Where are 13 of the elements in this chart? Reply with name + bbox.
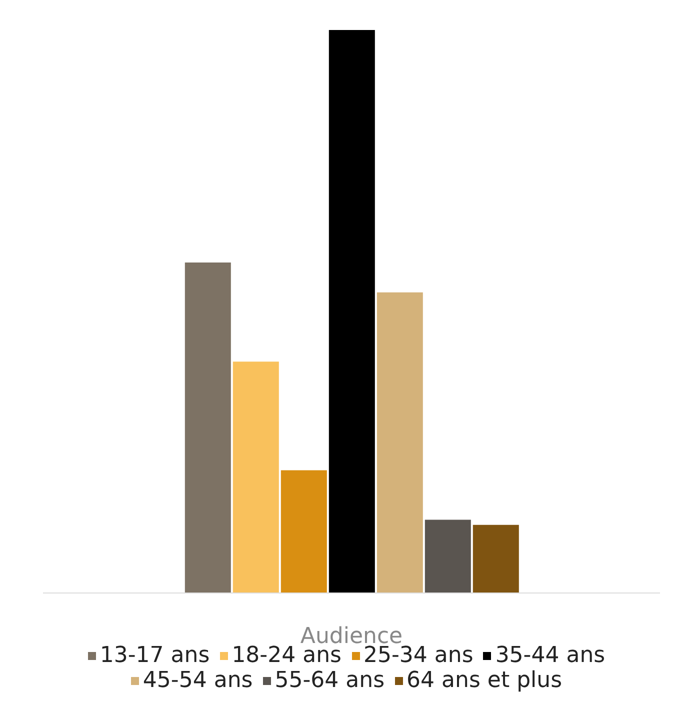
bar bbox=[232, 362, 279, 593]
bar bbox=[280, 470, 327, 593]
legend-label: 55-64 ans bbox=[274, 668, 385, 693]
bar bbox=[184, 262, 231, 593]
legend-label: 35-44 ans bbox=[495, 643, 606, 668]
legend-label: 45-54 ans bbox=[142, 668, 253, 693]
bar bbox=[328, 30, 375, 593]
legend-label: 13-17 ans bbox=[100, 643, 210, 668]
legend-label: 18-24 ans bbox=[232, 643, 342, 668]
bar bbox=[376, 292, 423, 593]
legend-label: 64 ans et plus bbox=[406, 668, 562, 693]
bar bbox=[424, 520, 471, 593]
bar bbox=[472, 524, 519, 593]
